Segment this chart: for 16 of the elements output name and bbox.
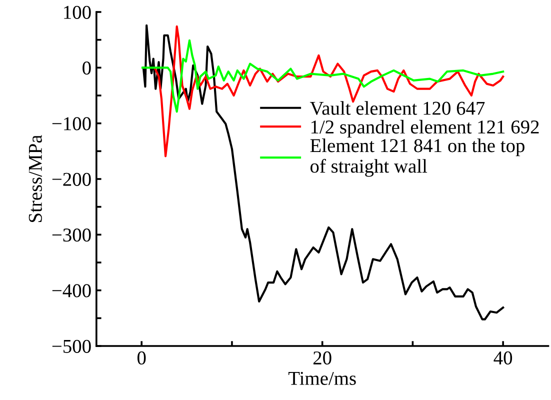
- legend-label: 1/2 spandrel element 121 692: [311, 120, 539, 138]
- y-tick-label: −500: [52, 340, 91, 353]
- y-tick-label: 100: [64, 6, 91, 19]
- y-tick-label: 0: [82, 61, 91, 75]
- legend-label: Element 121 841 on the top of straight wall: [310, 138, 524, 177]
- y-tick-label: −300: [52, 228, 91, 242]
- y-axis-title: Stress/MPa: [28, 134, 42, 222]
- legend-label: Vault element 120 647: [310, 101, 485, 115]
- x-tick-label: 20: [313, 351, 332, 365]
- x-tick-label: 0: [137, 351, 146, 365]
- y-tick-label: −400: [52, 284, 91, 298]
- x-axis-title: Time/ms: [288, 372, 356, 385]
- y-tick-label: −100: [52, 117, 91, 130]
- x-tick-label: 40: [494, 351, 512, 365]
- y-tick-label: −200: [52, 172, 91, 186]
- line-series: [141, 39, 504, 113]
